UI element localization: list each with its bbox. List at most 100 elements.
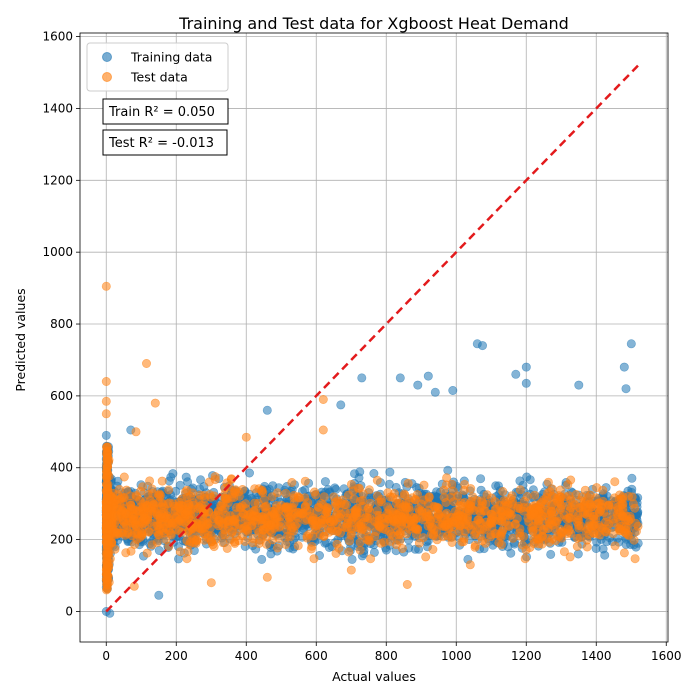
test-point: [330, 497, 340, 507]
training-point: [477, 341, 487, 351]
test-point: [254, 527, 264, 537]
test-point: [583, 493, 593, 503]
test-point: [465, 560, 475, 570]
test-point: [623, 491, 633, 501]
legend-label-training: Training data: [130, 50, 212, 65]
test-point: [563, 522, 573, 532]
test-point: [267, 535, 277, 545]
test-point: [529, 508, 539, 518]
test-point: [255, 535, 265, 545]
test-point: [403, 478, 413, 488]
test-point: [449, 517, 459, 527]
training-point: [245, 468, 255, 478]
test-point: [258, 488, 268, 498]
test-point: [447, 537, 457, 547]
test-point: [530, 490, 540, 500]
training-point: [154, 590, 164, 600]
training-point: [600, 550, 610, 560]
test-point: [517, 540, 527, 550]
test-point: [103, 570, 113, 580]
training-point: [266, 549, 276, 559]
test-point: [332, 539, 342, 549]
training-point: [395, 373, 405, 383]
test-point: [385, 492, 395, 502]
test-point: [414, 538, 424, 548]
test-point: [373, 520, 383, 530]
test-point: [174, 515, 184, 525]
training-point: [621, 384, 631, 394]
training-point: [573, 549, 583, 559]
test-point: [232, 502, 242, 512]
test-point: [490, 516, 500, 526]
training-point: [320, 477, 330, 487]
test-point: [319, 492, 329, 502]
test-point: [103, 520, 113, 530]
test-point: [355, 545, 365, 555]
test-point: [505, 508, 515, 518]
test-point: [461, 507, 471, 517]
test-r2-text: Test R² = -0.013: [108, 136, 214, 151]
test-point: [152, 537, 162, 547]
test-point: [306, 544, 316, 554]
test-point: [376, 538, 386, 548]
test-point: [241, 432, 251, 442]
test-point: [113, 511, 123, 521]
test-point: [161, 534, 171, 544]
test-point: [145, 518, 155, 528]
test-point: [102, 585, 112, 595]
test-point: [209, 542, 219, 552]
test-point: [206, 578, 216, 588]
test-point: [281, 488, 291, 498]
test-point: [101, 376, 111, 386]
training-point: [196, 475, 206, 485]
training-point: [619, 362, 629, 372]
test-point: [205, 490, 215, 500]
test-point: [482, 521, 492, 531]
test-point: [522, 491, 532, 501]
test-point: [391, 540, 401, 550]
training-point: [262, 405, 272, 415]
test-point: [629, 535, 639, 545]
test-point: [344, 547, 354, 557]
training-point: [330, 483, 340, 493]
training-point: [430, 387, 440, 397]
test-point: [281, 502, 291, 512]
test-point: [460, 497, 470, 507]
x-tick-label: 800: [375, 649, 398, 663]
test-point: [515, 485, 525, 495]
x-tick-label: 400: [235, 649, 258, 663]
test-point: [565, 552, 575, 562]
test-point: [582, 542, 592, 552]
test-point: [138, 512, 148, 522]
test-point: [144, 526, 154, 536]
training-point: [336, 400, 346, 410]
test-point: [508, 533, 518, 543]
test-point: [542, 496, 552, 506]
test-point: [145, 476, 155, 486]
test-point: [547, 534, 557, 544]
test-point: [563, 480, 573, 490]
training-point: [574, 380, 584, 390]
test-point: [102, 560, 112, 570]
legend: Training data Test data: [86, 42, 229, 92]
test-point: [332, 508, 342, 518]
test-point: [102, 463, 112, 473]
train-r2-text: Train R² = 0.050: [108, 105, 215, 120]
test-point: [346, 565, 356, 575]
train-r2-annotation: Train R² = 0.050: [102, 98, 229, 125]
test-point: [552, 494, 562, 504]
training-point: [525, 475, 535, 485]
test-point: [424, 505, 434, 515]
x-tick-label: 1400: [581, 649, 612, 663]
y-tick-label: 800: [50, 317, 73, 331]
test-point: [572, 541, 582, 551]
test-point: [113, 490, 123, 500]
test-point: [141, 502, 151, 512]
test-point: [243, 510, 253, 520]
test-point: [566, 495, 576, 505]
test-point: [351, 511, 361, 521]
y-tick-label: 1000: [42, 245, 73, 259]
test-point: [418, 515, 428, 525]
x-tick-label: 200: [165, 649, 188, 663]
test-point: [609, 493, 619, 503]
